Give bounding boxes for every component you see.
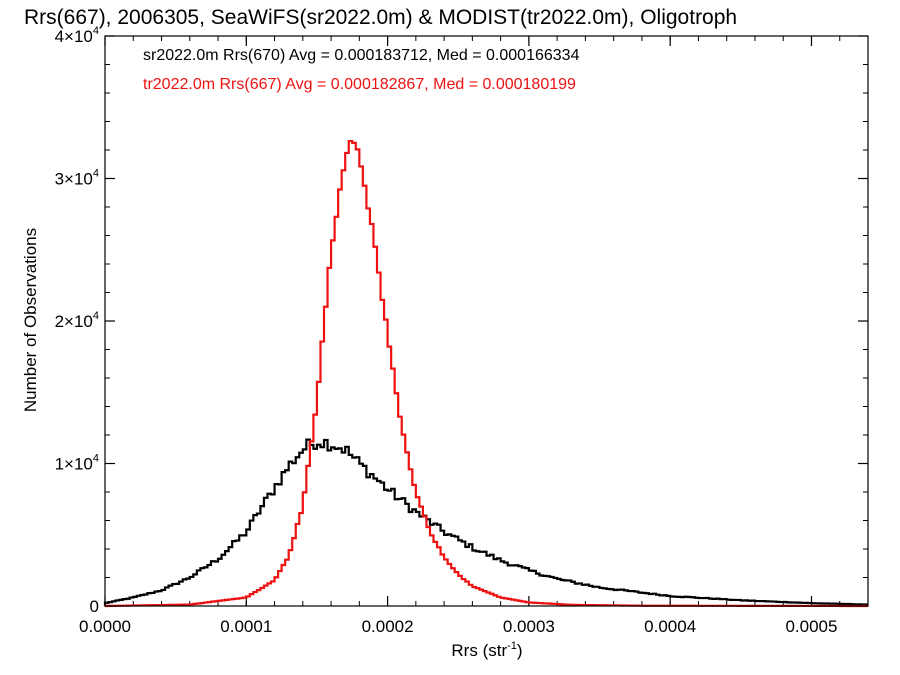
axis-ticks: 0.0000 0.0001 0.0002 0.0003 0.0004 0.0005 0 1×1…: [55, 25, 869, 636]
x-tick-label: 0.0001: [220, 617, 272, 636]
plot-frame: [104, 35, 869, 607]
y-axis-label: Number of Observations: [21, 228, 40, 412]
x-tick-label: 0.0003: [503, 617, 555, 636]
x-tick-label: 0.0005: [785, 617, 837, 636]
legend-series-1: sr2022.0m Rrs(670) Avg = 0.000183712, Me…: [143, 47, 580, 64]
y-tick-label: 3×104: [55, 168, 99, 189]
y-tick-label: 1×104: [55, 453, 99, 474]
y-tick-label: 0: [90, 597, 99, 616]
x-tick-label: 0.0000: [79, 617, 131, 636]
y-tick-label: 4×104: [55, 25, 99, 46]
x-tick-label: 0.0002: [362, 617, 414, 636]
y-tick-label: 2×104: [55, 310, 99, 331]
chart-title: Rrs(667), 2006305, SeaWiFS(sr2022.0m) & …: [24, 6, 737, 29]
series-layer: [103, 139, 868, 608]
series-line-2: [103, 139, 868, 608]
series-line-1: [103, 438, 868, 606]
x-tick-label: 0.0004: [644, 617, 696, 636]
x-axis-label: Rrs (str-1): [451, 640, 522, 660]
legend-series-2: tr2022.0m Rrs(667) Avg = 0.000182867, Me…: [143, 76, 576, 93]
